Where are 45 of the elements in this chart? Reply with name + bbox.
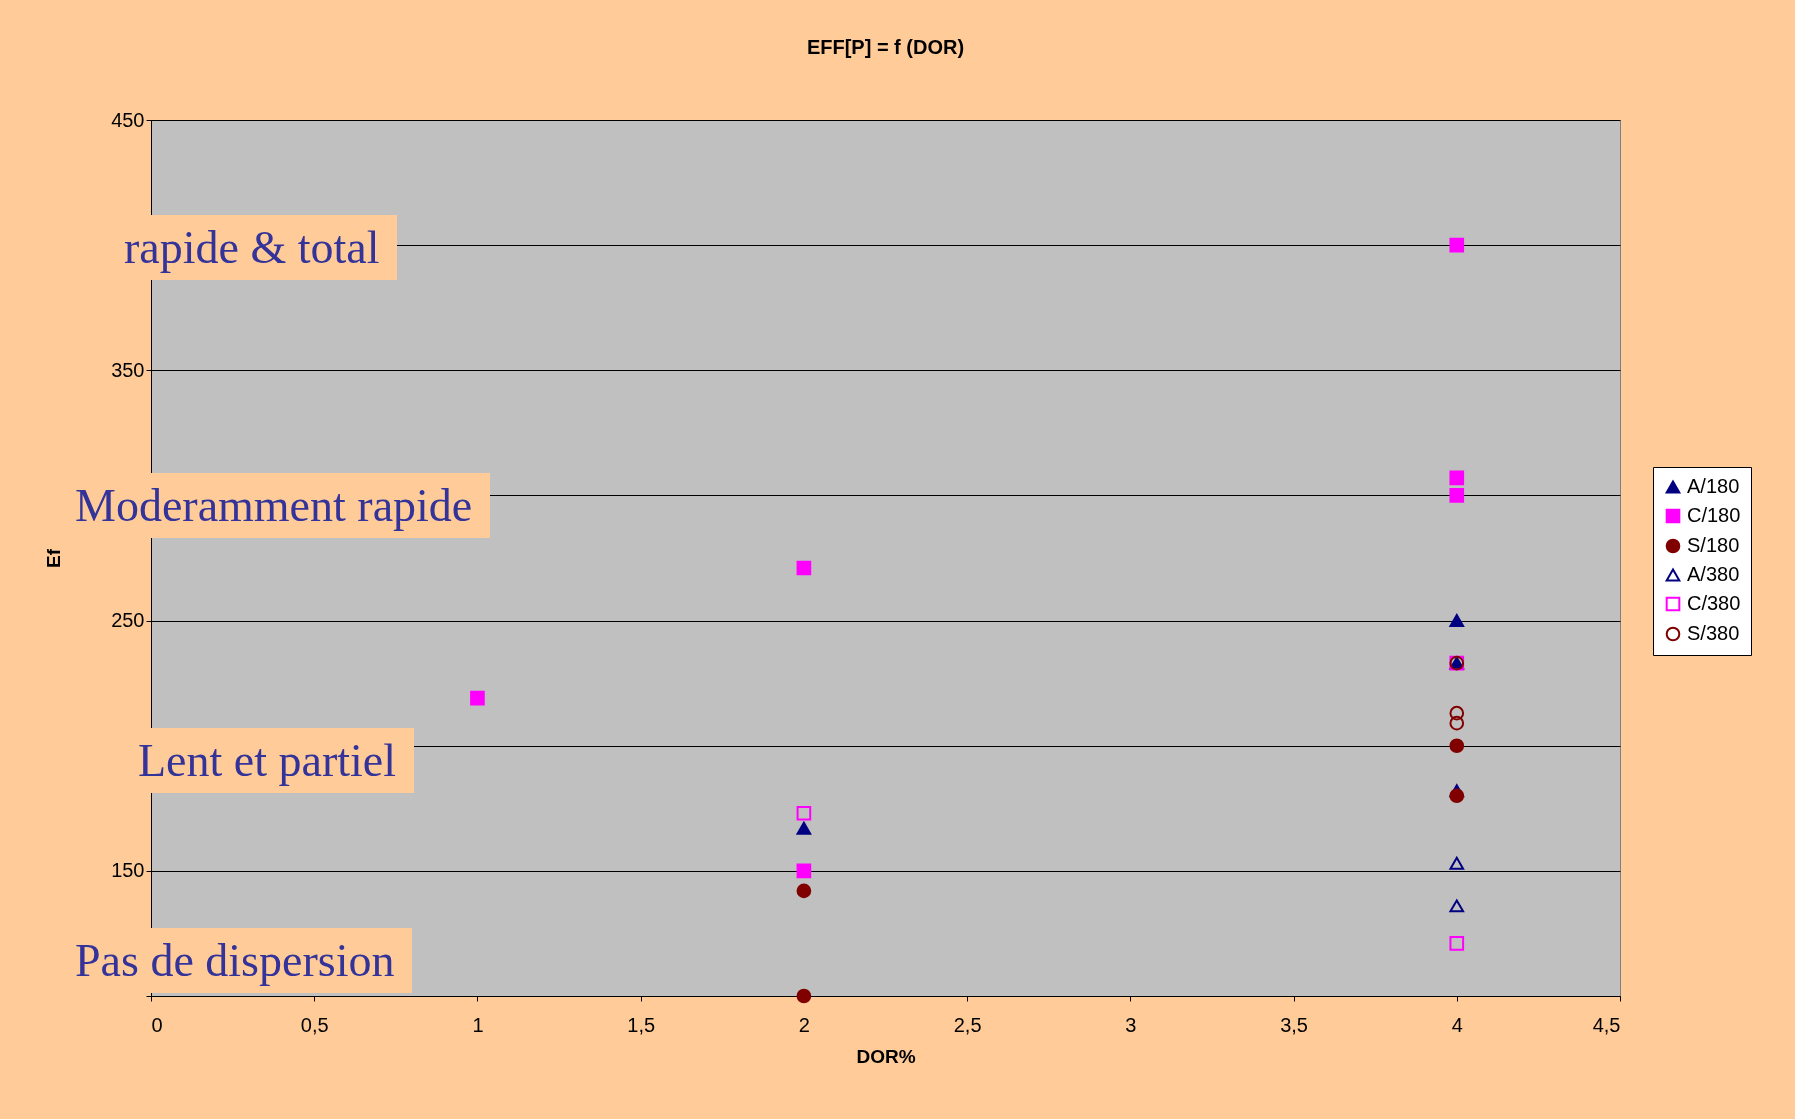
y-tick-label: 350 <box>111 358 145 381</box>
point <box>1449 470 1465 486</box>
annotation: rapide & total <box>106 215 398 280</box>
x-tick-label: 2,5 <box>953 1013 982 1036</box>
legend-label: S/180 <box>1687 534 1740 556</box>
point <box>1449 488 1465 503</box>
point <box>1449 936 1465 951</box>
legend-label: C/180 <box>1687 504 1741 526</box>
point <box>1449 856 1465 870</box>
y-tick-label: 150 <box>111 859 145 882</box>
point <box>1449 788 1465 804</box>
point <box>796 560 812 576</box>
annotation: Pas de dispersion <box>57 928 413 993</box>
annotation: Moderamment rapide <box>57 473 491 538</box>
x-tick-label: 4 <box>1451 1013 1463 1036</box>
point <box>796 988 812 1004</box>
annotation: Lent et partiel <box>120 728 414 793</box>
y-tick-label: 250 <box>111 609 145 632</box>
x-tick-label: 4,5 <box>1592 1013 1621 1036</box>
chart-title: EFF[P] = f (DOR) <box>806 36 965 58</box>
x-tick-label: 0,5 <box>300 1013 329 1036</box>
point <box>1449 705 1465 721</box>
legend-label: C/380 <box>1687 592 1741 614</box>
point <box>796 863 812 879</box>
point <box>1449 237 1465 253</box>
x-tick-label: 2 <box>798 1013 810 1036</box>
x-tick-label: 3 <box>1125 1013 1137 1036</box>
legend-label: A/180 <box>1687 475 1740 497</box>
x-tick-label: 0 <box>151 1013 163 1036</box>
x-tick-label: 3,5 <box>1280 1013 1308 1036</box>
y-tick-label: 450 <box>111 108 145 131</box>
x-tick-label: 1,5 <box>627 1013 656 1036</box>
point <box>1449 614 1465 628</box>
legend-label: A/380 <box>1687 563 1740 585</box>
legend-label: S/380 <box>1687 622 1740 644</box>
x-tick-label: 1 <box>472 1013 484 1036</box>
y-axis-title: Ef <box>42 548 64 568</box>
point <box>1449 738 1465 754</box>
point <box>796 805 812 821</box>
point <box>796 821 812 835</box>
point <box>470 690 485 706</box>
x-axis-title: DOR% <box>856 1045 916 1067</box>
point <box>1449 715 1465 731</box>
point <box>1449 899 1465 913</box>
point <box>796 883 812 899</box>
